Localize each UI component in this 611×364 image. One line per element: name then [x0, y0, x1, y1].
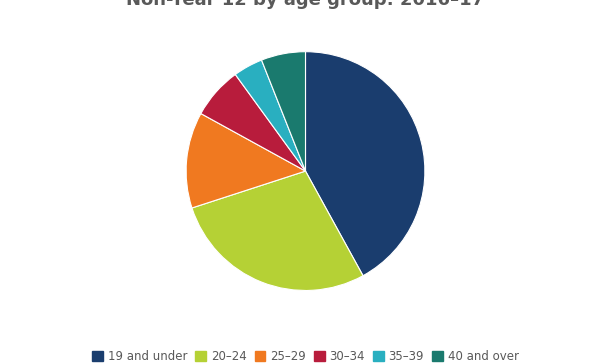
Title: Non-Year 12 by age group: 2016–17: Non-Year 12 by age group: 2016–17	[126, 0, 485, 9]
Wedge shape	[201, 75, 306, 171]
Wedge shape	[306, 52, 425, 276]
Wedge shape	[192, 171, 363, 290]
Wedge shape	[262, 52, 306, 171]
Wedge shape	[186, 114, 306, 208]
Legend: 19 and under, 20–24, 25–29, 30–34, 35–39, 40 and over: 19 and under, 20–24, 25–29, 30–34, 35–39…	[87, 346, 524, 364]
Wedge shape	[235, 60, 306, 171]
